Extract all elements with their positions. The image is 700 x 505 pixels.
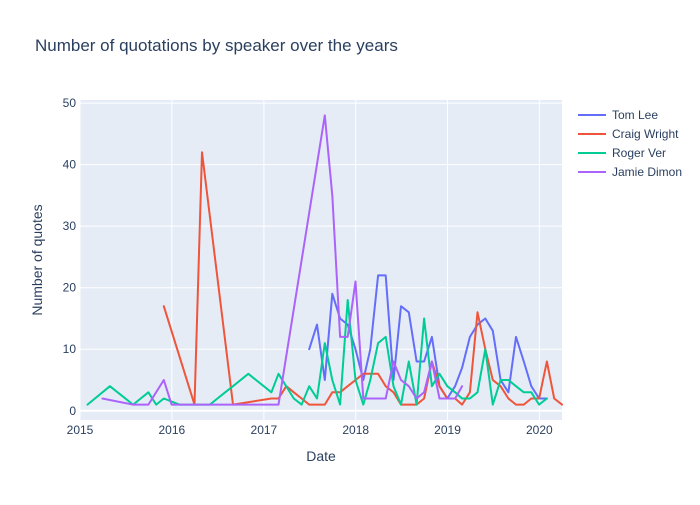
y-tick-label: 40	[63, 158, 77, 172]
y-tick-label: 0	[69, 404, 76, 418]
legend-item[interactable]: Roger Ver	[578, 146, 666, 160]
x-tick-label: 2018	[342, 423, 369, 437]
legend-label: Craig Wright	[612, 127, 679, 141]
series-lines	[86, 114, 563, 406]
y-tick-label: 10	[63, 342, 77, 356]
legend-label: Roger Ver	[612, 146, 666, 160]
y-tick-label: 50	[63, 96, 77, 110]
x-tick-label: 2015	[67, 423, 94, 437]
legend[interactable]: Tom Lee Craig Wright Roger Ver Jamie Dimon	[578, 108, 682, 179]
series-line-jamie-dimon	[101, 114, 464, 406]
legend-item[interactable]: Tom Lee	[578, 108, 658, 122]
x-axis-ticks: 2015 2016 2017 2018 2019 2020	[67, 423, 553, 437]
legend-label: Jamie Dimon	[612, 165, 682, 179]
x-tick-label: 2016	[158, 423, 185, 437]
y-tick-label: 20	[63, 281, 77, 295]
x-tick-label: 2020	[526, 423, 553, 437]
legend-label: Tom Lee	[612, 108, 658, 122]
y-axis-label: Number of quotes	[29, 204, 45, 315]
gridlines	[79, 100, 562, 420]
x-tick-label: 2017	[251, 423, 278, 437]
x-tick-label: 2019	[434, 423, 461, 437]
legend-item[interactable]: Jamie Dimon	[578, 165, 682, 179]
x-axis-label: Date	[306, 448, 336, 464]
y-tick-label: 30	[63, 219, 77, 233]
legend-item[interactable]: Craig Wright	[578, 127, 679, 141]
y-axis-ticks: 0 10 20 30 40 50	[63, 96, 77, 418]
chart-title: Number of quotations by speaker over the…	[35, 36, 398, 55]
